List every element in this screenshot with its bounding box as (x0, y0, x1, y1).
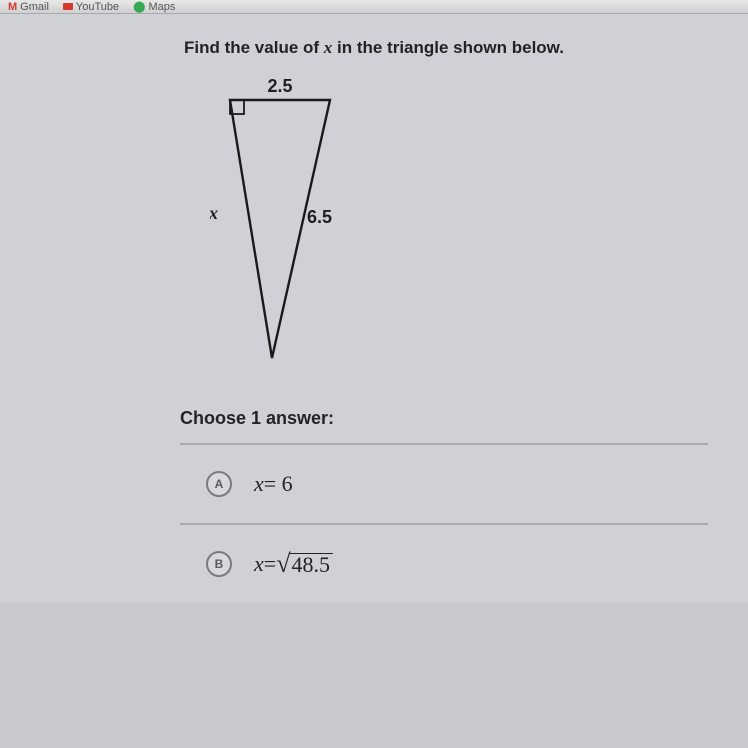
maps-icon: ⬤ (133, 0, 145, 13)
gmail-icon: M (8, 1, 17, 13)
option-b-radio[interactable]: B (206, 551, 232, 577)
question-variable: x (324, 38, 333, 57)
triangle-svg: 2.5 x 6.5 (210, 78, 430, 378)
radical-icon: √ (276, 555, 290, 573)
bookmark-label: YouTube (76, 1, 119, 13)
bookmark-maps[interactable]: ⬤ Maps (133, 0, 175, 13)
bookmark-youtube[interactable]: YouTube (63, 1, 119, 13)
option-a-var: x (254, 471, 264, 497)
browser-bookmarks-bar: M Gmail YouTube ⬤ Maps (0, 0, 748, 14)
option-letter: A (215, 477, 224, 491)
radicand: 48.5 (289, 553, 333, 576)
triangle-diagram: 2.5 x 6.5 (0, 68, 748, 378)
bookmark-label: Gmail (20, 1, 49, 13)
option-a[interactable]: A x = 6 (180, 445, 708, 525)
left-side-label: x (210, 203, 218, 223)
sqrt-expression: √ 48.5 (276, 553, 333, 576)
triangle-shape (230, 100, 330, 358)
bookmark-label: Maps (148, 1, 175, 13)
option-a-math: x = 6 (254, 471, 293, 497)
option-a-radio[interactable]: A (206, 471, 232, 497)
top-side-label: 2.5 (267, 78, 292, 96)
question-suffix: in the triangle shown below. (332, 38, 564, 57)
bookmark-gmail[interactable]: M Gmail (8, 1, 49, 13)
question-prefix: Find the value of (184, 38, 324, 57)
question-text: Find the value of x in the triangle show… (0, 14, 748, 68)
youtube-icon (63, 3, 73, 10)
option-letter: B (215, 557, 224, 571)
option-b[interactable]: B x = √ 48.5 (180, 525, 708, 603)
option-b-var: x (254, 551, 264, 577)
answer-section: Choose 1 answer: A x = 6 B x = √ 48.5 (0, 378, 748, 603)
option-b-math: x = √ 48.5 (254, 551, 333, 577)
option-b-eq: = (264, 551, 276, 577)
page-content: Find the value of x in the triangle show… (0, 14, 748, 603)
answer-header: Choose 1 answer: (180, 408, 708, 437)
hypotenuse-label: 6.5 (307, 207, 332, 227)
option-a-eq: = 6 (264, 471, 293, 497)
